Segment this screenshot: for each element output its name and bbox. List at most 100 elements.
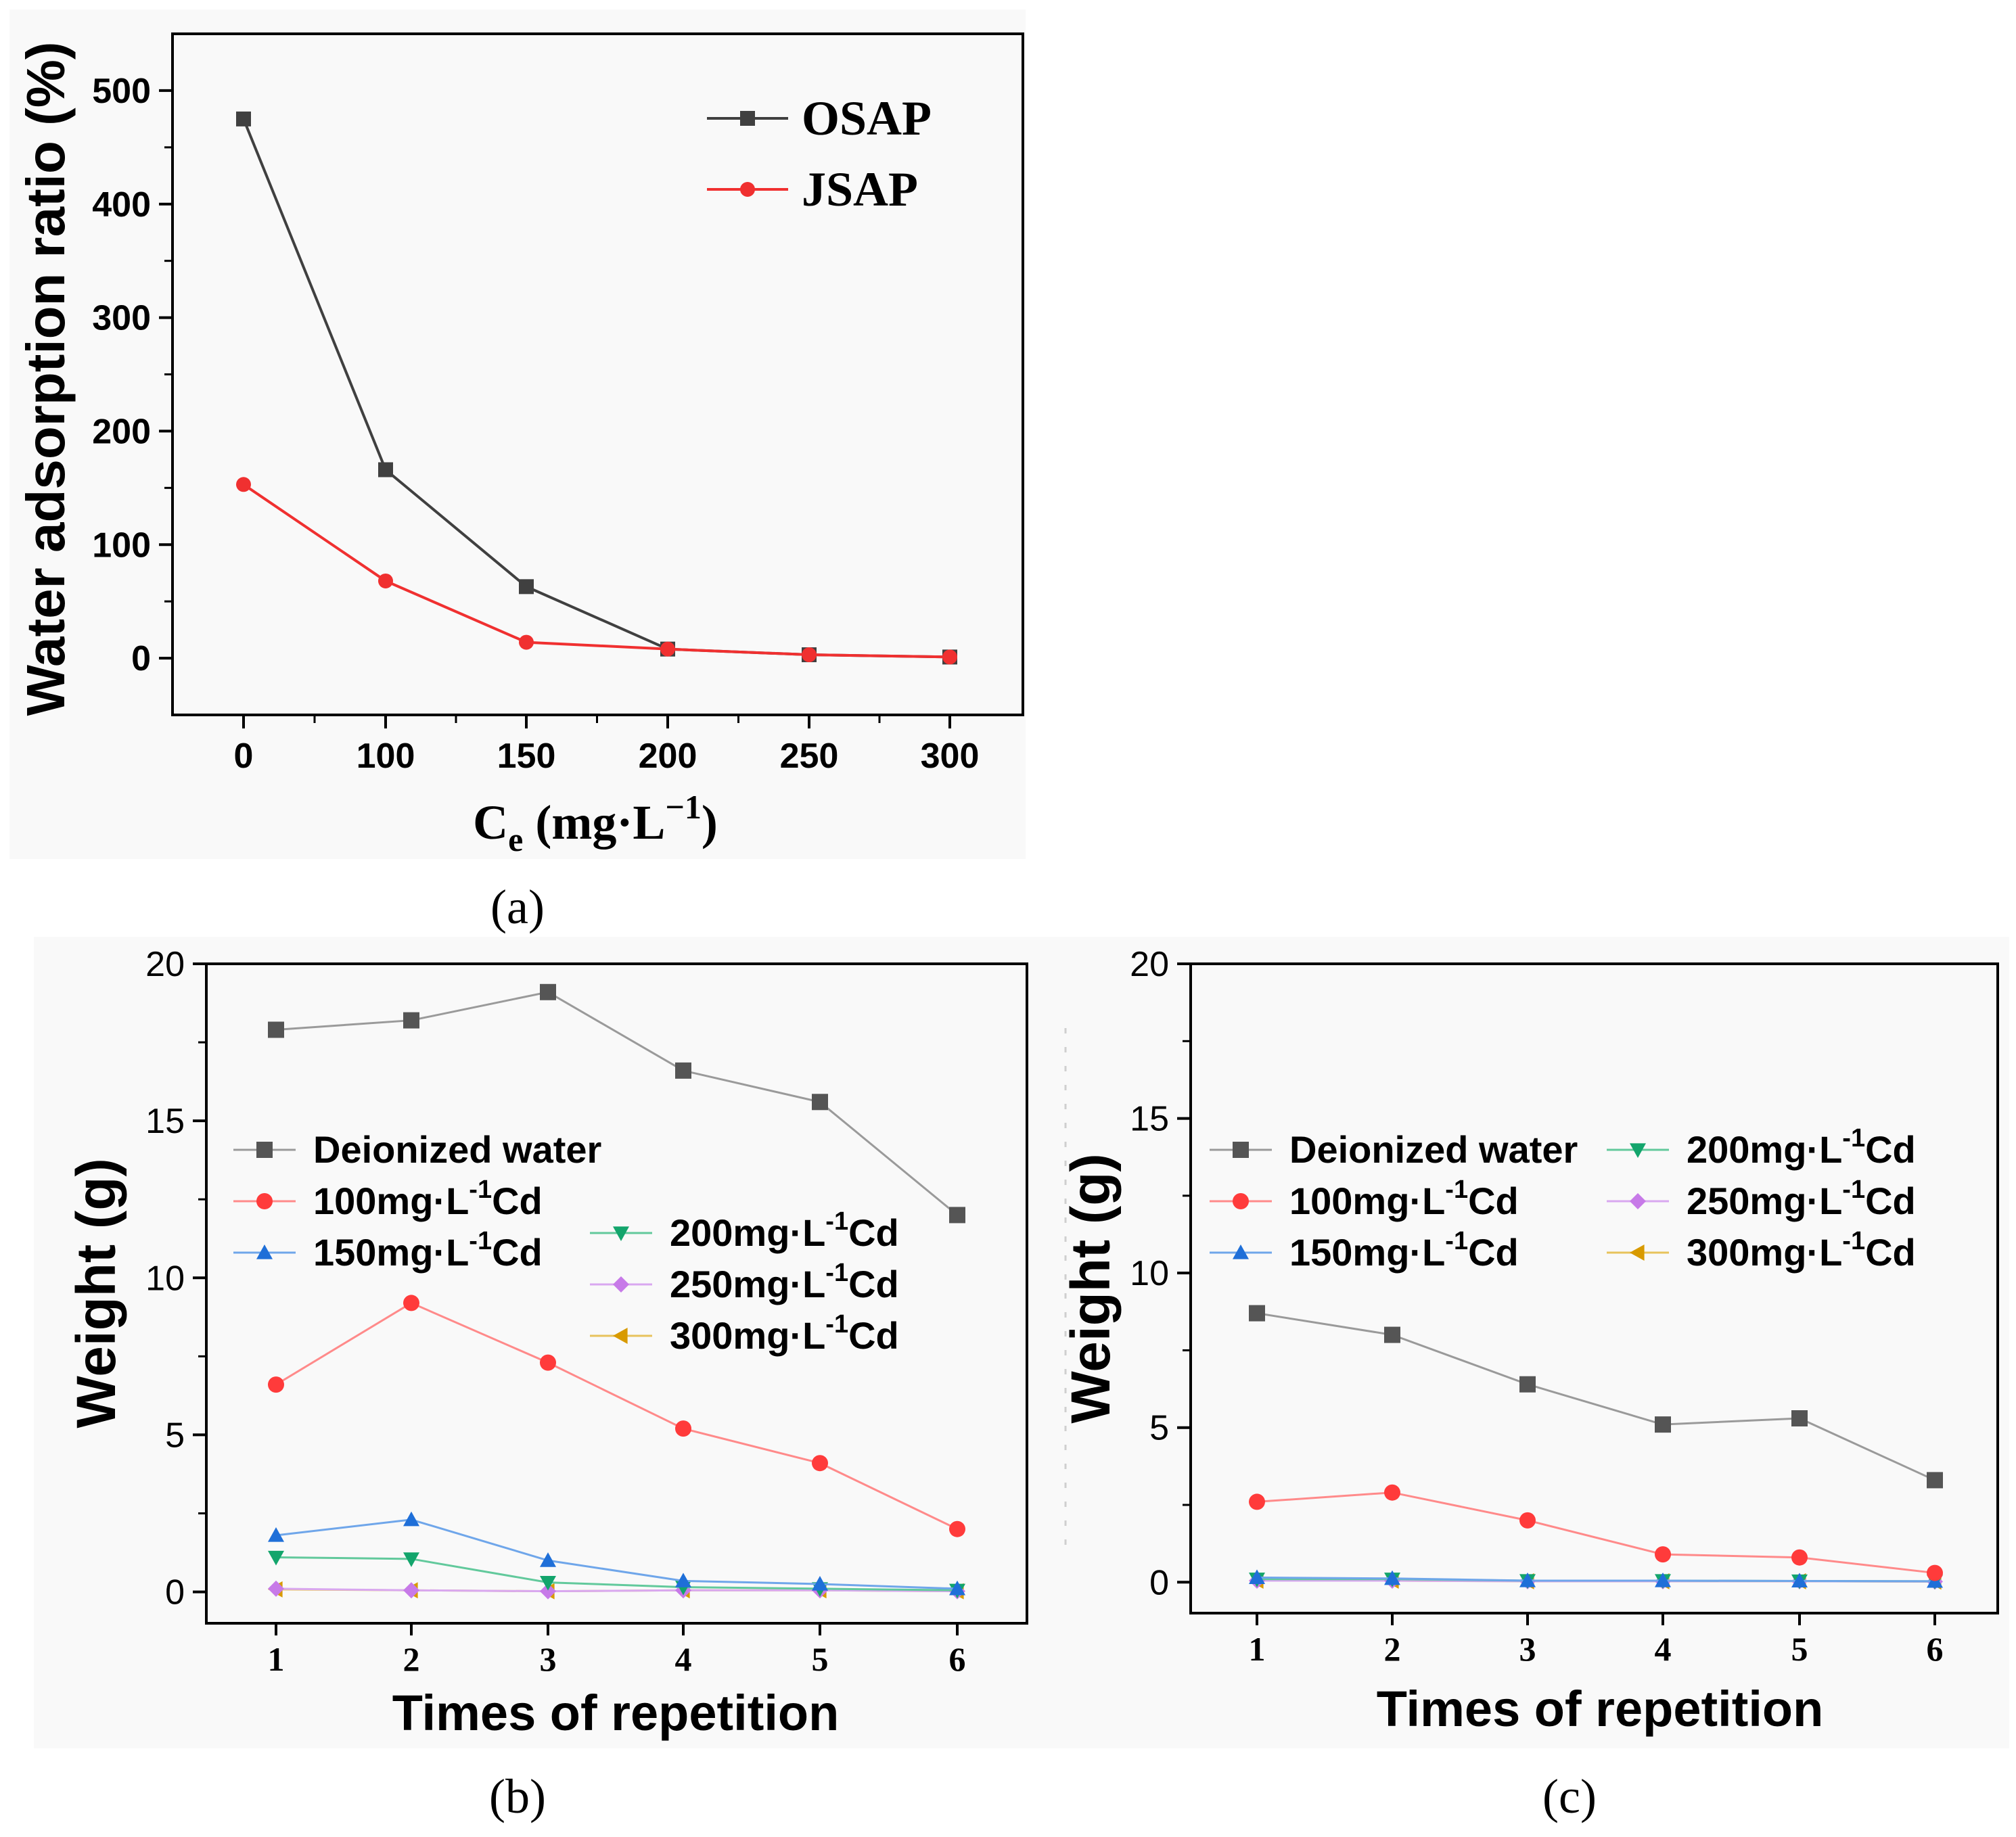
panel-b-legend-marker: [613, 1226, 629, 1241]
panel-b-point: [675, 1573, 691, 1587]
panel-b-point: [812, 1575, 828, 1591]
panel-b-legend-label: 150mg·L-1Cd: [313, 1227, 543, 1274]
panel-b-ylabel: Weight (g): [66, 1158, 127, 1428]
panel-b-point: [403, 1012, 419, 1029]
panel-b-xtick-label: 1: [268, 1640, 285, 1678]
panel-b-xlabel: Times of repetition: [392, 1685, 840, 1741]
panel-c-xtick-label: 4: [1655, 1630, 1672, 1668]
panel-b-xtick-label: 2: [403, 1640, 420, 1678]
panel-c-point: [1249, 1493, 1265, 1510]
panel-c-point: [1655, 1416, 1671, 1433]
panel-b-point: [540, 1583, 556, 1600]
panel-b-point: [540, 1552, 556, 1567]
panel-a-point-jsap: [660, 641, 675, 657]
panel-a-series-line-jsap: [242, 483, 950, 659]
panel-c-point: [1249, 1305, 1265, 1322]
panel-b-point: [268, 1550, 284, 1566]
panel-c-xtick-label: 6: [1927, 1630, 1944, 1668]
panel-c-point: [1927, 1472, 1943, 1489]
panel-b-point: [268, 1376, 284, 1393]
panel-c-legend-marker: [1630, 1143, 1646, 1158]
panel-a-legend-label: OSAP: [802, 91, 932, 145]
panel-a-ylabel: Water adsorption ratio (%): [16, 41, 76, 716]
panel-c-ytick-label: 0: [1149, 1563, 1169, 1602]
panel-a-xtick-label: 300: [921, 737, 980, 776]
panel-c-legend-marker: [1233, 1245, 1249, 1259]
panel-b-point: [540, 1354, 556, 1371]
panel-b-point: [540, 1576, 556, 1591]
panel-b-ytick-label: 5: [165, 1416, 185, 1455]
panel-a-ytick-label: 400: [92, 185, 151, 225]
panel-b-series-line-4: [275, 1587, 958, 1593]
panel-a-point-jsap: [802, 647, 817, 663]
panel-b-series-line-3: [275, 1556, 958, 1591]
panel-a-ytick-label: 300: [92, 299, 151, 338]
panel-c-xtick-label: 2: [1384, 1630, 1401, 1668]
panel-b-point: [949, 1520, 965, 1537]
panel-a-point-jsap: [942, 649, 957, 665]
panel-c-point: [1791, 1573, 1808, 1588]
panel-b-chart: Weight (g) Times of repetition 051015201…: [34, 937, 1059, 1748]
panel-c-ytick-label: 5: [1149, 1409, 1169, 1448]
panel-b-legend-label: 100mg·L-1Cd: [313, 1176, 543, 1222]
panel-a-xtick-label: 200: [639, 737, 697, 776]
panel-c-plot-frame: [1189, 962, 1999, 1614]
panel-b-point: [268, 1580, 284, 1597]
panel-a-xtick-label: 0: [234, 737, 254, 776]
panel-b-legend-marker: [256, 1193, 273, 1209]
panel-c-legend-marker: [1233, 1193, 1249, 1209]
panel-c-xtick-label: 3: [1519, 1630, 1536, 1668]
panel-b-point: [268, 1021, 284, 1038]
panel-c-point: [1927, 1564, 1943, 1581]
panel-c-ylabel: Weight (g): [1060, 1153, 1122, 1423]
panel-a-legend-label: JSAP: [802, 162, 918, 216]
panel-b-point: [812, 1455, 828, 1472]
panel-b-legend-label: Deionized water: [313, 1128, 601, 1171]
panel-b-series-line-2: [275, 1518, 958, 1590]
panel-c-point: [1791, 1549, 1808, 1566]
panel-b-ytick-label: 15: [145, 1102, 185, 1141]
panel-c-point: [1384, 1570, 1400, 1585]
panel-c-legend-label: 100mg·L-1Cd: [1289, 1176, 1519, 1222]
panel-b-point: [268, 1527, 284, 1542]
panel-a-point-osap: [236, 111, 251, 126]
panel-c-ytick-label: 15: [1130, 1100, 1169, 1139]
panel-b-point: [675, 1062, 691, 1079]
panel-c-legend-label: 300mg·L-1Cd: [1687, 1227, 1916, 1274]
panel-c-xtick-label: 1: [1249, 1630, 1266, 1668]
panel-c-point: [1519, 1512, 1536, 1529]
panel-a-xtick-label: 100: [357, 737, 415, 776]
panel-b-point: [540, 983, 556, 1000]
panel-a-xtick-label: 250: [780, 737, 839, 776]
panel-b-point: [403, 1552, 419, 1567]
panel-b-legend-marker: [613, 1276, 629, 1293]
panel-b-xtick-label: 5: [812, 1640, 829, 1678]
panel-b-ytick-label: 10: [145, 1259, 185, 1298]
panel-c-ytick-label: 20: [1130, 945, 1169, 984]
panel-c-label: (c): [1542, 1769, 1597, 1823]
panel-c-point: [1791, 1410, 1808, 1426]
panel-b-ytick-label: 0: [165, 1573, 185, 1612]
panel-b-xtick-label: 3: [540, 1640, 557, 1678]
panel-c-legend-marker: [1630, 1193, 1646, 1209]
panel-b-point: [403, 1295, 419, 1311]
panel-a-legend-marker: [740, 182, 755, 197]
panel-b-legend-marker: [256, 1142, 273, 1158]
panel-c-point: [1655, 1573, 1671, 1587]
panel-c-point: [1249, 1569, 1265, 1585]
panel-c-ytick-label: 10: [1130, 1254, 1169, 1293]
panel-b-point: [403, 1582, 419, 1599]
panel-b-legend-label: 300mg·L-1Cd: [670, 1310, 899, 1357]
panel-c-point: [1519, 1573, 1536, 1587]
panel-c-series-line-1: [1256, 1491, 1935, 1575]
panel-c-legend-label: 150mg·L-1Cd: [1289, 1227, 1519, 1274]
panel-b-point: [949, 1207, 965, 1224]
panel-c-point: [1384, 1484, 1400, 1501]
panel-b-series-line-1: [275, 1301, 958, 1531]
panel-b-xtick-label: 6: [949, 1640, 966, 1678]
panel-a-label: (a): [490, 880, 545, 934]
panel-a-chart: Water adsorption ratio (%) Ce (mg·L−1) 0…: [9, 9, 1026, 859]
panel-b-series-line-0: [275, 991, 958, 1216]
panel-a-legend-marker: [740, 111, 755, 126]
